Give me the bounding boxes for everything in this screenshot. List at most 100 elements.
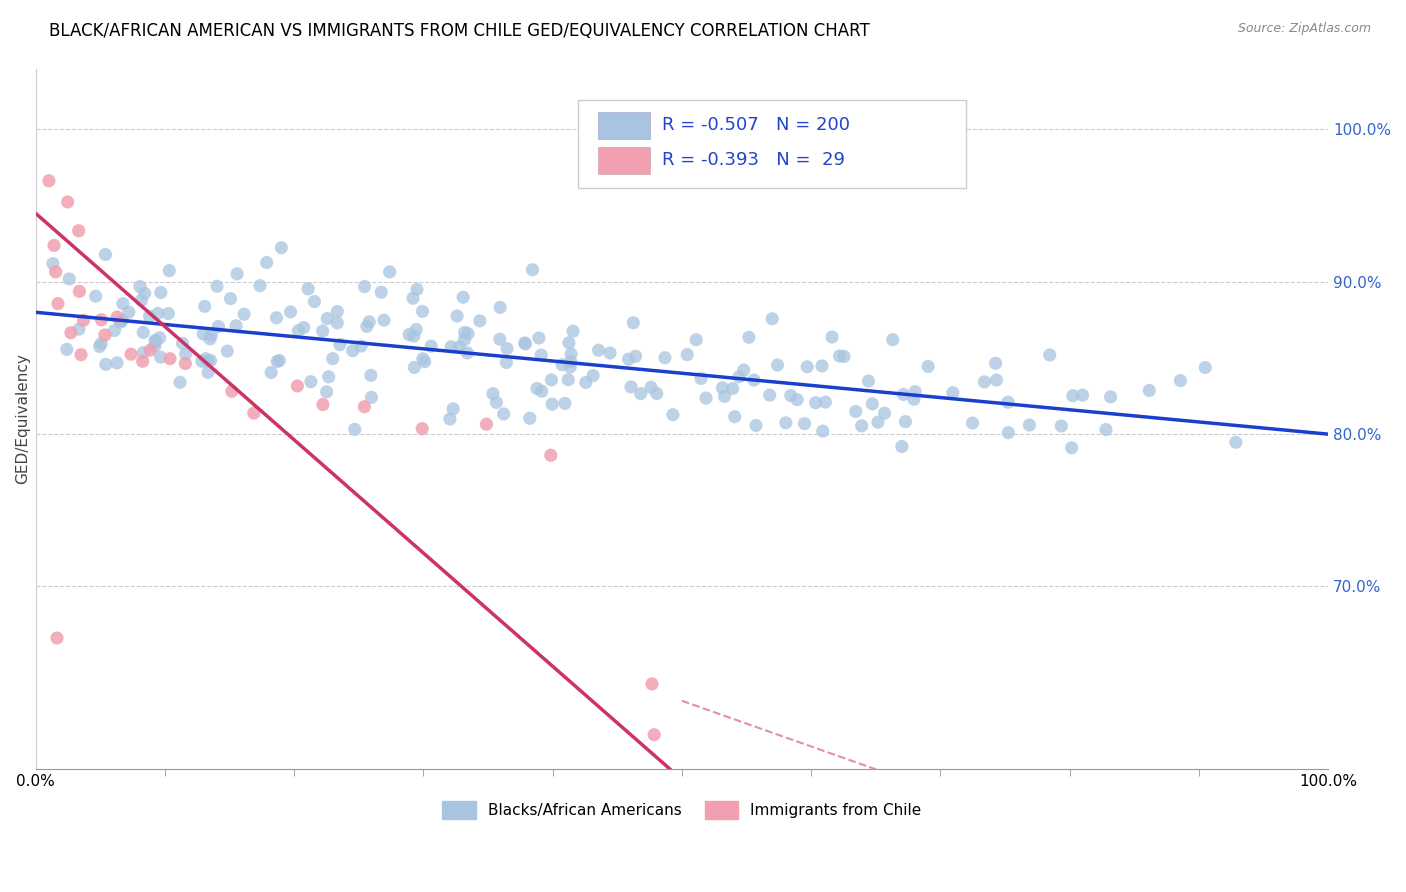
Point bbox=[485, 395, 508, 409]
Point bbox=[711, 381, 734, 395]
Point bbox=[280, 305, 302, 319]
Point bbox=[456, 346, 478, 360]
Point bbox=[832, 350, 855, 364]
Point bbox=[882, 333, 904, 347]
Point bbox=[326, 304, 349, 318]
Point bbox=[1050, 419, 1073, 434]
Point bbox=[270, 241, 292, 255]
Bar bbox=[598, 147, 650, 174]
Point bbox=[70, 348, 93, 362]
FancyBboxPatch shape bbox=[578, 100, 966, 187]
Point bbox=[468, 314, 491, 328]
Point bbox=[540, 373, 562, 387]
Point bbox=[94, 328, 117, 343]
Text: R = -0.507   N = 200: R = -0.507 N = 200 bbox=[662, 116, 851, 135]
Y-axis label: GED/Equivalency: GED/Equivalency bbox=[15, 353, 30, 484]
Point bbox=[411, 422, 433, 436]
Point bbox=[811, 424, 834, 438]
Point bbox=[413, 355, 436, 369]
Point bbox=[617, 352, 640, 367]
Point bbox=[685, 333, 707, 347]
Point bbox=[149, 285, 172, 300]
Point bbox=[353, 279, 375, 293]
Point bbox=[287, 324, 309, 338]
Point bbox=[134, 286, 156, 301]
Point bbox=[311, 324, 333, 338]
Point bbox=[526, 382, 548, 396]
Point bbox=[174, 347, 197, 361]
Point bbox=[851, 418, 873, 433]
Point bbox=[46, 296, 69, 310]
Point bbox=[172, 336, 194, 351]
Point bbox=[495, 355, 517, 369]
Point bbox=[541, 397, 564, 411]
Point bbox=[1099, 390, 1122, 404]
Point bbox=[402, 291, 425, 305]
Point bbox=[94, 247, 117, 261]
Point bbox=[360, 368, 382, 383]
Point bbox=[329, 337, 352, 351]
Point bbox=[1095, 422, 1118, 436]
Point bbox=[256, 255, 278, 269]
Point bbox=[242, 406, 264, 420]
Point bbox=[449, 340, 471, 354]
Point bbox=[1039, 348, 1062, 362]
Point bbox=[411, 304, 433, 318]
Point bbox=[453, 333, 475, 347]
Point bbox=[489, 301, 512, 315]
Point bbox=[997, 425, 1019, 440]
Point bbox=[90, 313, 112, 327]
Point bbox=[1062, 389, 1084, 403]
Point bbox=[582, 368, 605, 383]
Point bbox=[217, 344, 239, 359]
Point bbox=[148, 331, 170, 345]
Point bbox=[398, 327, 420, 342]
Point bbox=[312, 398, 335, 412]
Point bbox=[554, 396, 576, 410]
Point bbox=[621, 316, 644, 330]
Point bbox=[489, 332, 512, 346]
Point bbox=[814, 395, 837, 409]
Point bbox=[624, 349, 647, 363]
Point bbox=[90, 336, 112, 351]
Point bbox=[131, 293, 153, 308]
Point bbox=[662, 408, 685, 422]
Point bbox=[775, 416, 797, 430]
Point bbox=[446, 309, 468, 323]
Point bbox=[821, 330, 844, 344]
Point bbox=[378, 265, 401, 279]
Point bbox=[475, 417, 498, 432]
Point bbox=[1194, 360, 1216, 375]
Point bbox=[558, 335, 581, 350]
Point bbox=[356, 319, 378, 334]
Point bbox=[796, 359, 818, 374]
Point bbox=[194, 351, 217, 366]
Point bbox=[713, 389, 735, 403]
Point bbox=[904, 384, 927, 399]
Point bbox=[695, 391, 717, 405]
Point bbox=[641, 677, 664, 691]
Text: R = -0.393   N =  29: R = -0.393 N = 29 bbox=[662, 152, 845, 169]
Point bbox=[139, 343, 162, 358]
Point bbox=[645, 386, 668, 401]
Point bbox=[986, 373, 1008, 387]
Point bbox=[373, 313, 395, 327]
Point bbox=[94, 357, 117, 371]
Point bbox=[266, 310, 288, 325]
Point bbox=[492, 407, 515, 421]
Point bbox=[131, 354, 153, 368]
Point bbox=[441, 401, 464, 416]
Point bbox=[191, 354, 214, 368]
Point bbox=[132, 326, 155, 340]
Point bbox=[404, 360, 426, 375]
Point bbox=[1170, 374, 1192, 388]
Point bbox=[249, 278, 271, 293]
Point bbox=[38, 174, 60, 188]
Point bbox=[221, 384, 243, 399]
Point bbox=[149, 350, 172, 364]
Point bbox=[350, 339, 373, 353]
Point bbox=[174, 357, 197, 371]
Point bbox=[326, 316, 349, 330]
Point bbox=[225, 318, 247, 333]
Point bbox=[457, 326, 479, 341]
